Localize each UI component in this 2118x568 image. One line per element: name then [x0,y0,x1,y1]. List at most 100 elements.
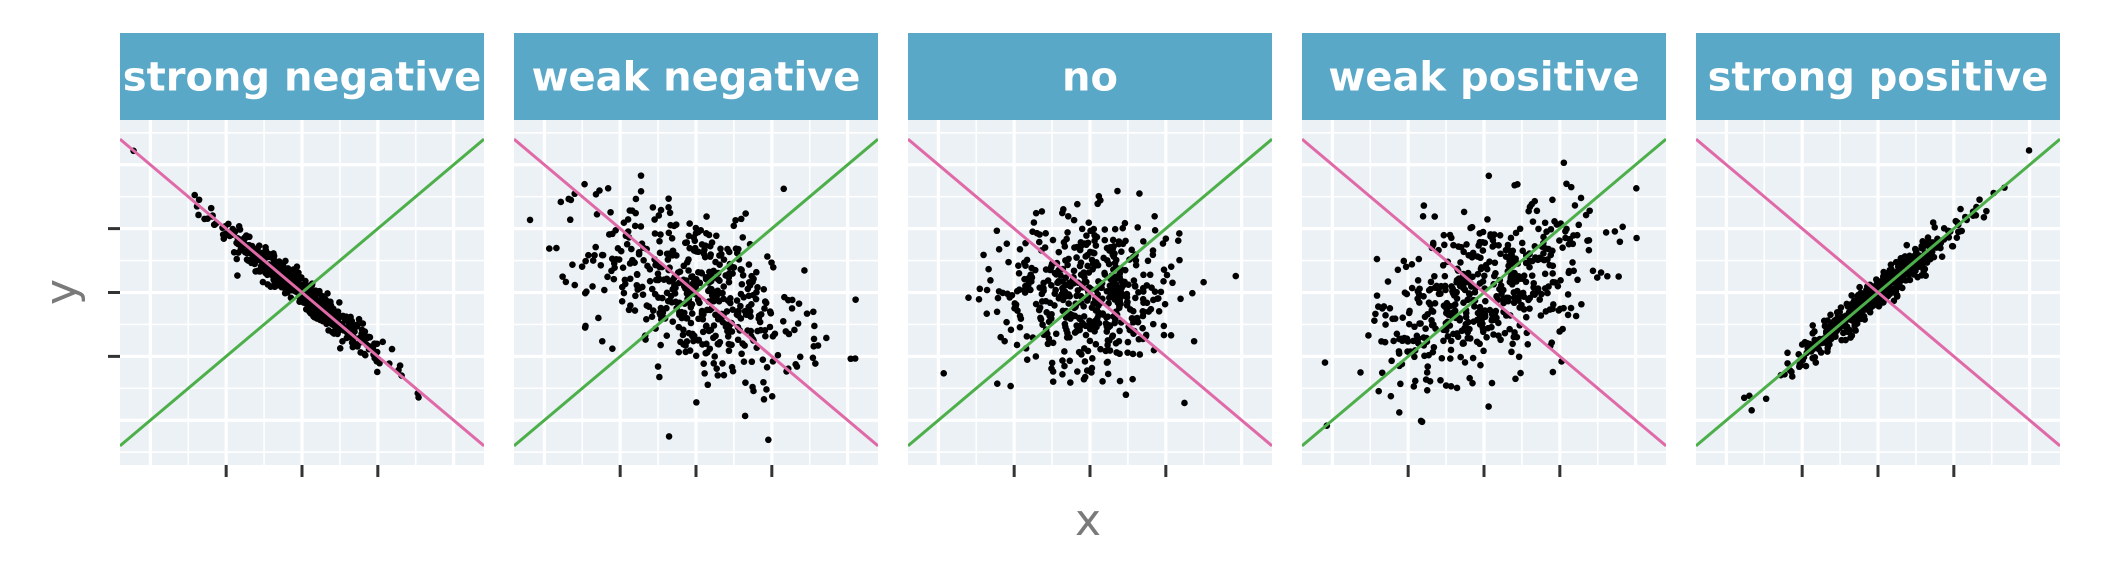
data-point [626,275,634,283]
data-point [1140,308,1148,316]
data-point [1522,278,1530,286]
data-point [1983,207,1990,215]
data-point [1105,260,1113,268]
data-point [680,326,687,334]
data-point [1464,269,1472,277]
data-point [225,220,232,228]
data-point [754,327,761,335]
data-point [1748,407,1755,414]
data-point [1852,327,1859,334]
data-point [610,275,618,283]
data-point [1466,291,1473,299]
facet-panels: strong negative weak negative no weak posit… [108,33,2060,477]
data-point [663,304,670,312]
data-point [1788,373,1796,380]
data-point [750,275,757,283]
data-point [740,358,748,366]
data-point [1585,236,1593,244]
reference-line [908,138,1272,447]
data-point [631,307,639,314]
data-point [1563,180,1570,188]
data-point [1420,292,1427,300]
data-point [601,286,608,294]
data-point [760,378,767,386]
data-point [1378,369,1386,377]
data-point [1082,331,1090,339]
data-point [987,277,994,284]
data-point [1526,263,1533,271]
data-point [1824,317,1831,324]
data-point [1936,243,1943,250]
data-point [768,259,775,266]
data-point [760,396,768,403]
data-point [234,272,241,279]
data-point [1784,360,1791,367]
data-point [1035,238,1043,246]
data-point [708,285,715,293]
data-point [985,265,992,273]
data-point [1063,326,1070,334]
data-point [1619,223,1626,231]
data-point [681,239,689,247]
data-point [591,251,598,259]
data-point [683,290,691,297]
data-point [707,251,714,258]
data-point [1515,297,1522,304]
data-point [1541,270,1549,278]
data-point [1574,276,1581,284]
data-point [1140,271,1147,279]
data-point [1569,240,1577,248]
data-point [207,204,215,212]
data-point [814,342,822,349]
data-point [1902,277,1910,284]
data-point [1529,218,1537,225]
data-point [733,297,741,304]
data-point [295,269,302,276]
data-point [1438,354,1446,362]
data-point [709,295,717,302]
data-point [1007,326,1015,334]
data-point [720,256,728,263]
data-point [1124,338,1132,346]
data-point [1108,333,1116,340]
data-point [1139,324,1146,332]
data-point [1116,327,1123,335]
data-point [1481,297,1489,305]
data-point [1395,409,1403,416]
data-point [282,257,289,265]
data-point [768,393,776,400]
data-point [1067,379,1074,386]
data-point [739,234,747,241]
data-point [1070,267,1078,275]
data-point [1762,395,1770,403]
data-point [618,297,626,305]
data-point [1508,348,1515,356]
data-point [1480,347,1487,355]
data-point [1113,349,1120,356]
data-point [1042,230,1049,237]
data-point [692,224,700,232]
data-point [1479,239,1486,246]
data-point [698,307,706,315]
data-point [1892,258,1900,266]
data-point [1003,240,1011,248]
data-point [1411,377,1419,385]
data-point [852,296,859,303]
data-point [1400,257,1408,265]
data-point [1462,309,1470,317]
data-point [1490,309,1498,316]
data-point [230,249,238,256]
data-point [1101,226,1109,233]
data-point [1540,256,1548,264]
data-point [1388,357,1395,365]
data-point [557,198,565,206]
data-point [1167,263,1175,270]
data-point [1373,255,1381,263]
data-point [1092,242,1100,249]
data-point [604,184,612,192]
data-point [1044,340,1052,348]
data-point [1860,313,1868,320]
data-point [686,244,693,252]
facet-strip [1302,33,1666,120]
data-point [1372,310,1379,318]
